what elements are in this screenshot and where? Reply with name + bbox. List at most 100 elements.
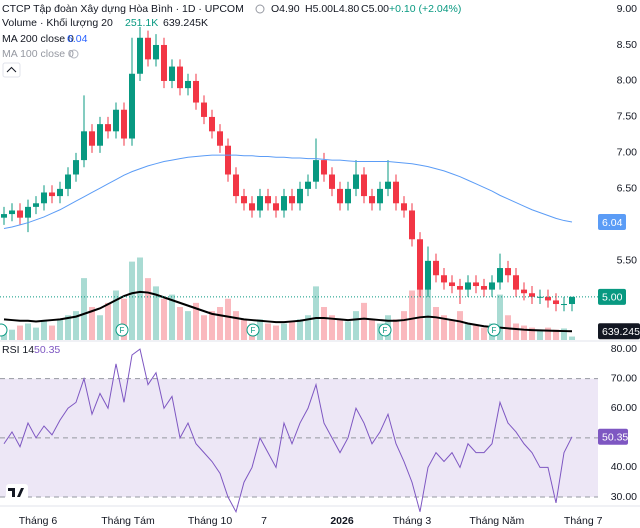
rsi-tick-label: 80.00: [611, 343, 637, 355]
candle-body: [225, 145, 231, 175]
y-tick-label: 9.00: [617, 3, 638, 15]
volume-bar: [393, 319, 399, 340]
volume-bar: [185, 311, 191, 340]
dividend-marker[interactable]: [246, 323, 260, 337]
candle-body: [25, 206, 31, 218]
x-tick-label: 7: [261, 515, 267, 527]
candle-body: [121, 109, 127, 139]
rsi-legend: RSI 14: [2, 344, 34, 356]
volume-bar: [57, 319, 63, 340]
volume-bar: [369, 319, 375, 340]
dividend-marker[interactable]: [378, 323, 392, 337]
candle-body: [145, 37, 151, 60]
volume-bar: [353, 311, 359, 340]
candle-body: [209, 116, 215, 132]
volume-bar: [553, 329, 559, 340]
plot-area: 9.00 8.50 8.00 7.50 7.00 6.50 5.50 80.00 70.00 60…: [0, 3, 640, 527]
volume-ma-line: [3, 290, 573, 333]
volume-bar: [281, 323, 287, 340]
candle-body: [449, 282, 455, 287]
candle-body: [409, 210, 415, 240]
volume-bar: [297, 319, 303, 340]
volume-bar: [265, 323, 271, 340]
candle-body: [17, 210, 23, 218]
dividend-icon: F: [120, 326, 125, 335]
ohlc-change: +0.10 (+2.04%): [389, 3, 461, 15]
volume-bar: [273, 325, 279, 340]
volume-bar: [417, 274, 423, 340]
y-tick-label: 7.50: [617, 111, 638, 123]
candle-body: [89, 131, 95, 146]
candle-body: [49, 192, 55, 197]
y-tick-label: 8.00: [617, 75, 638, 87]
volume-bar: [169, 294, 175, 340]
candle-body: [241, 196, 247, 204]
volume-bar: [153, 286, 159, 340]
candle-body: [425, 260, 431, 290]
volume-bar: [321, 307, 327, 340]
volume-bar: [209, 311, 215, 340]
volume-bar: [473, 325, 479, 340]
candle-body: [441, 275, 447, 283]
candle-body: [297, 188, 303, 204]
candle-body: [169, 66, 175, 81]
ohlc-close: C5.00: [361, 3, 389, 15]
candle-body: [505, 268, 511, 276]
status-icon: [255, 4, 265, 14]
candle-body: [457, 286, 463, 290]
ma200-value: 6.04: [67, 33, 88, 45]
symbol-title: CTCP Tập đoàn Xây dựng Hòa Bình · 1D · U…: [2, 3, 244, 15]
logo-box: [6, 484, 28, 500]
candle-body: [201, 102, 207, 117]
x-tick-label: 2026: [330, 515, 354, 527]
candle-body: [489, 282, 495, 290]
dividend-marker[interactable]: [115, 323, 129, 337]
y-tick-label: 7.00: [617, 147, 638, 159]
volume-bar: [225, 298, 231, 340]
candle-body: [353, 174, 359, 189]
volume-bar: [177, 307, 183, 340]
candle-body: [105, 124, 111, 132]
candle-body: [1, 214, 7, 218]
candle-body: [513, 275, 519, 290]
candle-body: [465, 282, 471, 290]
ma200-legend: MA 200 close 0: [2, 33, 74, 45]
volume-bar: [41, 321, 47, 340]
candle-body: [497, 268, 503, 283]
volume-bar: [433, 307, 439, 340]
ohlc-high: H5.00: [305, 3, 333, 15]
candle-body: [281, 196, 287, 211]
x-tick-label: Tháng Năm: [469, 515, 524, 527]
ma100-legend: MA 100 close 0: [2, 48, 74, 60]
volume-legend: Volume · Khối lượng 20: [2, 17, 113, 29]
candle-body: [521, 289, 527, 294]
candle-body: [321, 160, 327, 175]
candle-body: [57, 188, 63, 197]
logo: [6, 484, 28, 500]
ohlc-low: L4.80: [333, 3, 359, 15]
volume-bar: [25, 323, 31, 340]
volume-bar: [217, 307, 223, 340]
dividend-marker[interactable]: [487, 323, 501, 337]
volume-bar: [129, 261, 135, 340]
legend: CTCP Tập đoàn Xây dựng Hòa Bình · 1D · U…: [2, 3, 461, 356]
price-badge-label: 5.00: [602, 292, 623, 304]
rsi-tick-label: 70.00: [611, 372, 637, 384]
dividend-marker[interactable]: [0, 323, 8, 337]
volume-bar: [73, 311, 79, 340]
collapse-button[interactable]: [2, 62, 21, 78]
candle-body: [305, 181, 311, 189]
candle-body: [113, 109, 119, 132]
volume-bar: [497, 294, 503, 340]
candle-body: [217, 131, 223, 146]
candle-body: [41, 192, 47, 204]
collapse-icon: [6, 66, 17, 73]
x-tick-label: Tháng 7: [564, 515, 603, 527]
volume-bar: [233, 311, 239, 340]
candle-body: [385, 181, 391, 189]
volume-bar: [121, 298, 127, 340]
volume-bar: [105, 302, 111, 340]
dividend-markers: F F F F: [0, 323, 501, 337]
candle-body: [185, 80, 191, 89]
